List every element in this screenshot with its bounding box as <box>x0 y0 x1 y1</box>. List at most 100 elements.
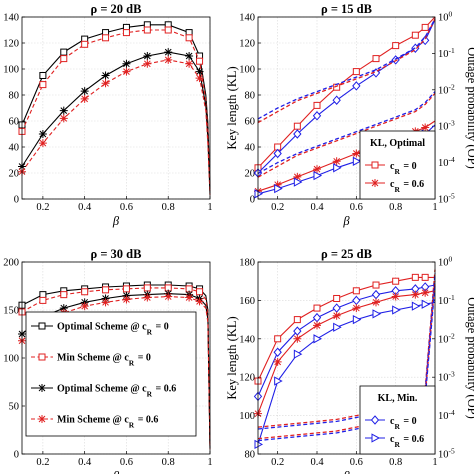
data-point <box>195 297 204 306</box>
data-point <box>195 74 204 83</box>
legend-marker <box>38 322 46 330</box>
data-point <box>352 304 361 313</box>
series-7 <box>257 92 436 178</box>
y-tick-label: 60 <box>245 117 256 128</box>
legend-marker <box>38 384 46 392</box>
right-tick-label: 10-1 <box>438 45 455 60</box>
data-point <box>293 349 303 359</box>
y-tick-label: 40 <box>9 143 20 154</box>
data-point <box>352 81 361 91</box>
data-point <box>60 55 68 63</box>
data-point <box>312 111 322 121</box>
data-point <box>333 294 341 302</box>
chart-panel-3: 0.2 0.4 0.6 0.8 1 0 50 100 150 200 ρ = 30 dB β Optim… <box>3 247 212 474</box>
y-tick-label: 20 <box>245 169 256 180</box>
y-axis-label: Key length (KL) <box>225 316 239 399</box>
series-6 <box>257 18 436 120</box>
legend-label: Min Scheme @ cR = 0 <box>57 353 151 368</box>
data-point <box>352 68 360 76</box>
data-point <box>352 149 361 158</box>
x-tick-label: 1 <box>432 202 437 213</box>
right-tick-label: 100 <box>438 254 453 269</box>
data-point <box>293 316 301 324</box>
data-point <box>101 79 110 88</box>
y-tick-label: 120 <box>239 39 255 50</box>
y-tick-label: 120 <box>3 39 19 50</box>
y-tick-label: 120 <box>239 373 255 384</box>
data-point <box>39 291 47 299</box>
right-tick-label: 10-2 <box>438 331 455 346</box>
y-tick-label: 80 <box>9 91 20 102</box>
series-4 <box>254 299 436 450</box>
y-tick-label: 100 <box>3 65 19 76</box>
chart-title: ρ = 30 dB <box>91 247 142 261</box>
series-2 <box>18 284 211 447</box>
data-point <box>421 23 429 31</box>
right-tick-label: 10-4 <box>438 155 455 170</box>
data-point <box>313 321 321 330</box>
data-point <box>101 298 110 307</box>
y-tick-label: 140 <box>239 334 255 345</box>
right-tick-label: 100 <box>438 9 453 24</box>
x-axis-label: β <box>342 469 350 474</box>
data-point <box>80 87 89 96</box>
data-point <box>274 335 282 343</box>
y-tick-label: 0 <box>250 195 255 206</box>
data-point <box>273 347 282 357</box>
x-axis-label: β <box>112 214 120 228</box>
y-tick-label: 100 <box>239 65 255 76</box>
right-tick-label: 10-3 <box>438 118 455 133</box>
y-tick-label: 100 <box>3 354 19 365</box>
right-axis-label: Outage probability (OP) <box>465 47 474 169</box>
data-point <box>392 305 401 315</box>
data-point <box>254 439 264 450</box>
data-point <box>313 170 323 181</box>
series-line <box>257 91 436 175</box>
chart-panel-2: 0.2 0.4 0.6 0.8 1 0 20 40 60 80 100 120 140 10-5 10-4 1… <box>225 2 474 228</box>
series-5 <box>257 18 436 124</box>
data-point <box>39 81 47 89</box>
series-1 <box>18 21 211 189</box>
data-point <box>372 309 382 319</box>
legend-title: KL, Min. <box>378 393 418 404</box>
data-point <box>392 42 400 50</box>
legend: KL, Min.cR = 0cR = 0.6 <box>359 385 436 455</box>
data-point <box>164 292 173 301</box>
legend-marker <box>371 161 379 169</box>
x-tick-label: 0.4 <box>310 457 324 468</box>
axes-frame <box>21 16 211 200</box>
data-point <box>81 288 89 296</box>
data-point <box>195 67 204 76</box>
data-point <box>273 180 282 189</box>
plot-area <box>22 17 210 199</box>
chart-panel-4: 0.2 0.4 0.6 0.8 18010012014016018010-510-410… <box>225 247 474 474</box>
x-tick-label: 0.6 <box>350 457 363 468</box>
right-tick-label: 10-1 <box>438 292 455 307</box>
right-axis-label: Outage probability (OP) <box>465 297 474 419</box>
x-tick-label: 0.4 <box>78 457 92 468</box>
data-point <box>421 123 430 132</box>
legend-box <box>25 311 197 437</box>
data-point <box>80 94 89 103</box>
legend-marker <box>38 415 46 423</box>
data-point <box>421 288 430 297</box>
data-point <box>102 286 110 294</box>
y-tick-label: 60 <box>9 117 20 128</box>
series-line <box>257 92 436 178</box>
y-tick-label: 200 <box>3 258 19 269</box>
data-point <box>101 71 110 80</box>
data-point <box>293 129 302 139</box>
series-8 <box>257 91 436 175</box>
data-point <box>164 48 173 57</box>
data-point <box>411 290 420 299</box>
data-point <box>372 281 380 289</box>
data-point <box>293 122 301 130</box>
data-point <box>59 304 68 313</box>
data-point <box>143 293 152 302</box>
data-point <box>313 304 321 312</box>
data-point <box>185 293 194 302</box>
data-point <box>421 273 429 281</box>
x-axis-label: β <box>112 469 120 474</box>
